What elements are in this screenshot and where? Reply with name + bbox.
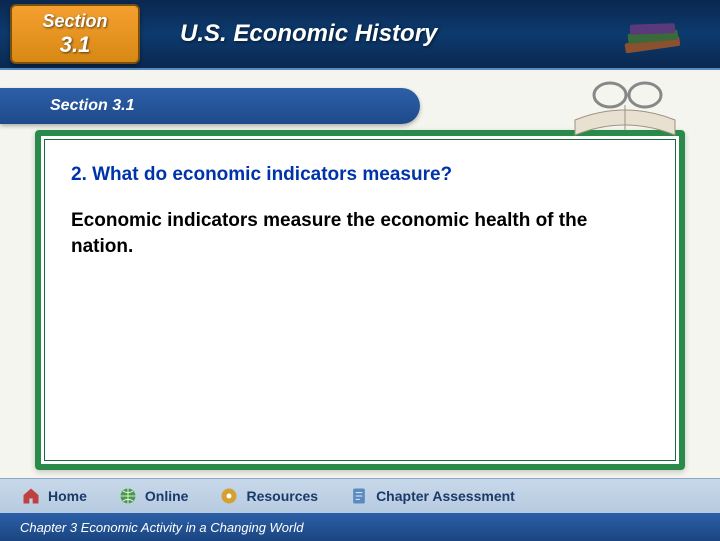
nav-online[interactable]: Online [117,485,189,507]
globe-icon [117,485,139,507]
content-frame: 2. What do economic indicators measure? … [35,130,685,470]
section-ribbon: Section 3.1 [0,88,420,124]
section-number: 3.1 [60,32,91,58]
nav-online-label: Online [145,488,189,504]
nav-assessment[interactable]: Chapter Assessment [348,485,515,507]
header: Section 3.1 U.S. Economic History [0,0,720,70]
section-label: Section [42,11,107,32]
page-title: U.S. Economic History [180,20,437,48]
nav-resources[interactable]: Resources [218,485,318,507]
chapter-label: Chapter 3 Economic Activity in a Changin… [20,520,303,535]
answer-text: Economic indicators measure the economic… [71,208,649,259]
footer-nav: Home Online Resources Chapter Assessment [0,479,720,513]
nav-home-label: Home [48,488,87,504]
section-badge: Section 3.1 [10,4,140,64]
nav-home[interactable]: Home [20,485,87,507]
glasses-book-icon [570,65,680,145]
question-text: 2. What do economic indicators measure? [71,164,649,186]
footer-bar: Chapter 3 Economic Activity in a Changin… [0,513,720,541]
resources-icon [218,485,240,507]
nav-assessment-label: Chapter Assessment [376,488,515,504]
home-icon [20,485,42,507]
assessment-icon [348,485,370,507]
subheader: Section 3.1 [0,70,720,130]
subheader-label: Section 3.1 [50,97,134,115]
books-icon [620,10,690,60]
nav-resources-label: Resources [246,488,318,504]
footer: Home Online Resources Chapter Assessment… [0,478,720,540]
